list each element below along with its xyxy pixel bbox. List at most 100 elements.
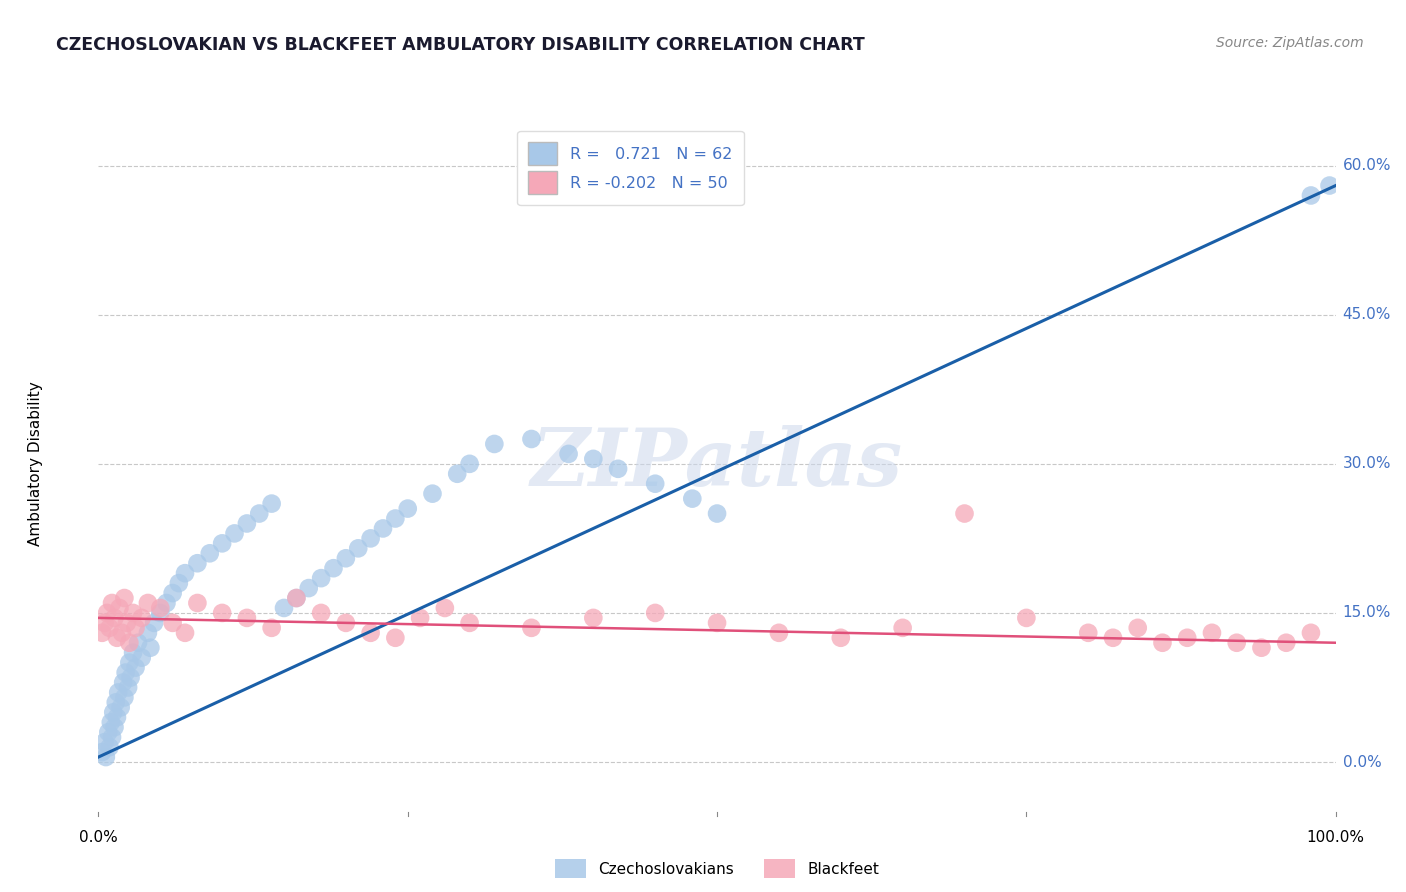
Point — [127, 636, 149, 650]
Text: 15.0%: 15.0% — [1343, 606, 1391, 621]
Point — [103, 611, 125, 625]
Point — [582, 611, 605, 625]
Point — [131, 650, 153, 665]
Point — [582, 451, 605, 466]
Point — [1102, 631, 1125, 645]
Point — [1152, 636, 1174, 650]
Point — [247, 507, 270, 521]
Point — [1299, 188, 1322, 202]
Point — [644, 476, 666, 491]
Point — [273, 601, 295, 615]
Point — [484, 437, 506, 451]
Point — [298, 581, 321, 595]
Point — [105, 710, 128, 724]
Point — [1299, 625, 1322, 640]
Point — [100, 715, 122, 730]
Point — [260, 497, 283, 511]
Point — [1201, 625, 1223, 640]
Point — [162, 615, 184, 630]
Point — [384, 631, 406, 645]
Point — [124, 621, 146, 635]
Point — [174, 566, 197, 581]
Text: 30.0%: 30.0% — [1343, 457, 1391, 471]
Point — [162, 586, 184, 600]
Point — [115, 615, 138, 630]
Point — [108, 601, 131, 615]
Point — [112, 675, 135, 690]
Point — [309, 571, 332, 585]
Point — [409, 611, 432, 625]
Point — [149, 606, 172, 620]
Point — [97, 725, 120, 739]
Point — [198, 546, 221, 560]
Point — [120, 671, 142, 685]
Point — [1226, 636, 1249, 650]
Point — [118, 656, 141, 670]
Point — [768, 625, 790, 640]
Point — [706, 507, 728, 521]
Text: 100.0%: 100.0% — [1306, 830, 1365, 845]
Point — [1077, 625, 1099, 640]
Point — [112, 690, 135, 705]
Point — [1015, 611, 1038, 625]
Point — [891, 621, 914, 635]
Text: Source: ZipAtlas.com: Source: ZipAtlas.com — [1216, 36, 1364, 50]
Point — [360, 532, 382, 546]
Point — [104, 695, 127, 709]
Point — [347, 541, 370, 556]
Point — [136, 596, 159, 610]
Point — [91, 745, 114, 759]
Point — [520, 432, 543, 446]
Point — [236, 611, 259, 625]
Point — [111, 625, 134, 640]
Point — [1126, 621, 1149, 635]
Point — [110, 700, 132, 714]
Point — [94, 750, 117, 764]
Point — [335, 615, 357, 630]
Point — [953, 507, 976, 521]
Point — [186, 556, 208, 570]
Point — [186, 596, 208, 610]
Point — [458, 457, 481, 471]
Point — [117, 681, 139, 695]
Point — [607, 462, 630, 476]
Point — [122, 606, 145, 620]
Point — [174, 625, 197, 640]
Point — [644, 606, 666, 620]
Point — [706, 615, 728, 630]
Point — [167, 576, 190, 591]
Point — [322, 561, 344, 575]
Legend: Czechoslovakians, Blackfeet: Czechoslovakians, Blackfeet — [550, 854, 884, 884]
Point — [335, 551, 357, 566]
Point — [131, 611, 153, 625]
Point — [143, 615, 166, 630]
Point — [433, 601, 456, 615]
Point — [107, 685, 129, 699]
Point — [285, 591, 308, 605]
Text: 45.0%: 45.0% — [1343, 307, 1391, 322]
Point — [136, 625, 159, 640]
Point — [1275, 636, 1298, 650]
Text: Ambulatory Disability: Ambulatory Disability — [28, 382, 42, 546]
Point — [118, 636, 141, 650]
Text: 0.0%: 0.0% — [1343, 755, 1382, 770]
Point — [260, 621, 283, 635]
Point — [236, 516, 259, 531]
Point — [124, 660, 146, 674]
Point — [98, 740, 121, 755]
Point — [103, 706, 125, 720]
Point — [149, 601, 172, 615]
Point — [114, 665, 136, 680]
Point — [103, 720, 125, 734]
Point — [155, 596, 177, 610]
Point — [98, 621, 121, 635]
Point — [1319, 178, 1341, 193]
Point — [112, 591, 135, 605]
Text: CZECHOSLOVAKIAN VS BLACKFEET AMBULATORY DISABILITY CORRELATION CHART: CZECHOSLOVAKIAN VS BLACKFEET AMBULATORY … — [56, 36, 865, 54]
Point — [93, 735, 115, 749]
Point — [520, 621, 543, 635]
Point — [309, 606, 332, 620]
Point — [93, 615, 115, 630]
Point — [422, 486, 444, 500]
Point — [96, 606, 118, 620]
